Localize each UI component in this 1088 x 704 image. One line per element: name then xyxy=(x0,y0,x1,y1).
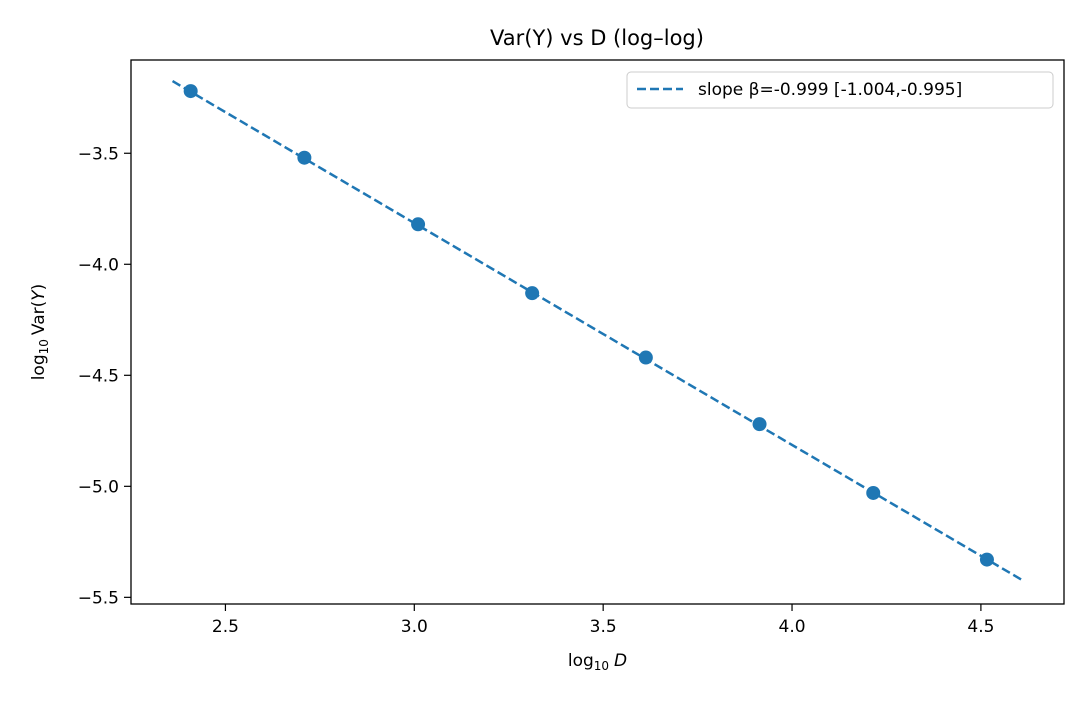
data-point xyxy=(752,417,767,432)
x-axis-label-base: log xyxy=(568,651,594,671)
y-axis-label-subscript: 10 xyxy=(37,339,51,354)
y-tick-label: −3.5 xyxy=(78,144,119,164)
series-layer xyxy=(171,80,1024,582)
y-tick-label: −4.0 xyxy=(78,255,119,275)
y-axis-ticks: −3.5 −4.0 −4.5 −5.0 −5.5 xyxy=(78,144,131,608)
fit-line xyxy=(171,80,1024,582)
y-axis-label-rest: Var( xyxy=(29,301,49,335)
data-point xyxy=(979,552,994,567)
y-tick-label: −5.5 xyxy=(78,588,119,608)
legend-box xyxy=(626,71,1054,109)
plot-area: 2.5 3.0 3.5 4.0 4.5 −3.5 −4.0 −4.5 −5.0 −5.5 xyxy=(78,59,1065,637)
legend: slope β=-0.999 [-1.004,-0.995] xyxy=(626,71,1054,109)
y-axis-label-close: ) xyxy=(29,284,49,291)
data-point xyxy=(183,84,198,99)
legend-label: slope β=-0.999 [-1.004,-0.995] xyxy=(698,80,962,100)
axes-frame xyxy=(130,59,1065,605)
x-tick-label: 4.5 xyxy=(967,617,994,637)
data-point xyxy=(525,286,540,301)
y-axis-label: log10 Var(Y) xyxy=(29,284,51,381)
data-point xyxy=(866,485,881,500)
y-tick-label: −4.5 xyxy=(78,366,119,386)
x-tick-label: 3.5 xyxy=(590,617,617,637)
data-point xyxy=(638,350,653,365)
x-tick-label: 3.0 xyxy=(401,617,428,637)
data-point xyxy=(411,217,426,232)
x-tick-label: 2.5 xyxy=(212,617,239,637)
x-axis-label: log10 D xyxy=(568,651,627,673)
y-axis-label-base: log xyxy=(29,354,49,380)
data-point xyxy=(297,150,312,165)
x-axis-ticks: 2.5 3.0 3.5 4.0 4.5 xyxy=(212,604,994,637)
chart-title: Var(Y) vs D (log–log) xyxy=(490,26,704,50)
x-axis-label-variable: D xyxy=(614,651,627,671)
x-axis-label-subscript: 10 xyxy=(594,659,609,673)
x-tick-label: 4.0 xyxy=(779,617,806,637)
y-tick-label: −5.0 xyxy=(78,477,119,497)
y-axis-label-variable: Y xyxy=(29,289,49,301)
